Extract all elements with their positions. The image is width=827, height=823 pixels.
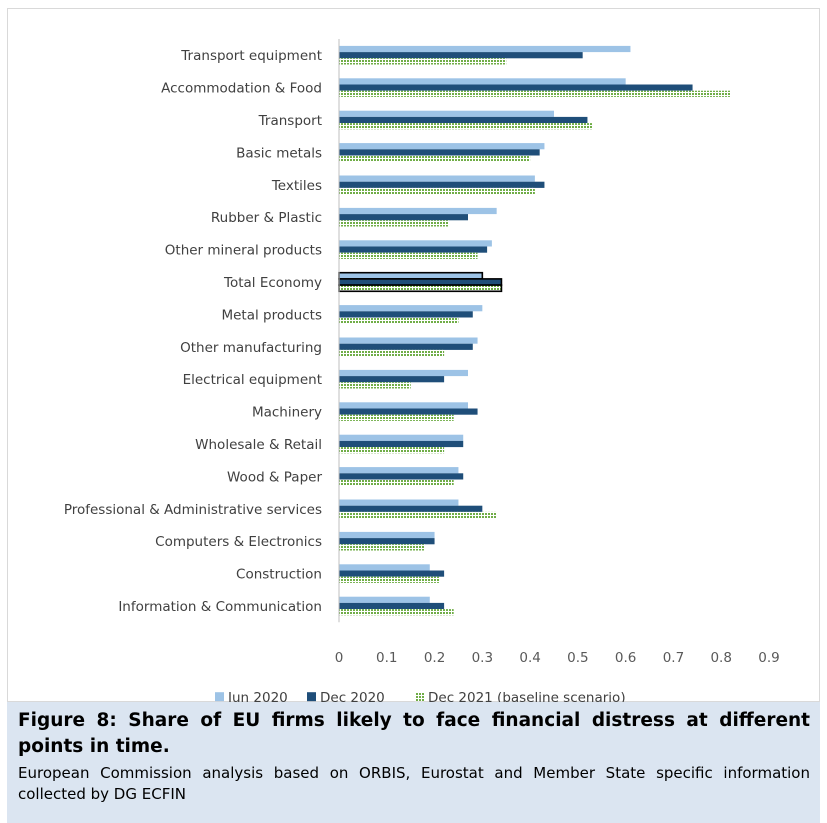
bar-computers-and-electronics-dec-2021-baseline-scenario: [339, 544, 425, 551]
bar-transport-jun-2020: [339, 110, 554, 117]
bar-wholesale-and-retail-dec-2020: [339, 440, 464, 448]
category-label-professional-and-administrative-services: Professional & Administrative services: [64, 502, 322, 518]
category-label-other-mineral-products: Other mineral products: [165, 243, 322, 259]
bar-machinery-dec-2020: [339, 408, 478, 415]
bar-transport-dec-2021-baseline-scenario: [339, 123, 593, 130]
bar-information-and-communication-dec-2021-baseline-scenario: [339, 609, 454, 616]
bar-transport-equipment-jun-2020: [339, 45, 631, 53]
bar-rubber-and-plastic-dec-2020: [339, 214, 468, 221]
bar-wholesale-and-retail-jun-2020: [339, 434, 464, 441]
bar-electrical-equipment-jun-2020: [339, 369, 468, 377]
category-label-accommodation-and-food: Accommodation & Food: [161, 81, 322, 97]
bar-textiles-dec-2020: [339, 181, 545, 188]
bar-wholesale-and-retail-dec-2021-baseline-scenario: [339, 447, 445, 454]
x-tick-label: 0.5: [567, 650, 588, 666]
category-label-electrical-equipment: Electrical equipment: [183, 372, 322, 388]
bar-information-and-communication-jun-2020: [339, 596, 430, 603]
bar-construction-dec-2020: [339, 570, 445, 577]
bars-layer: [338, 45, 731, 616]
legend-label-dec-2020: Dec 2020: [320, 690, 385, 703]
x-tick-label: 0.4: [519, 650, 540, 666]
bar-total-economy-dec-2020: [338, 278, 503, 286]
bar-professional-and-administrative-services-dec-2021-baseline-scenario: [339, 511, 497, 519]
figure-caption: Figure 8: Share of EU firms likely to fa…: [7, 702, 820, 823]
bar-other-mineral-products-dec-2021-baseline-scenario: [339, 252, 478, 259]
bar-transport-equipment-dec-2021-baseline-scenario: [339, 58, 507, 65]
bar-electrical-equipment-dec-2020: [339, 376, 445, 383]
x-tick-labels: 0 0.1 0.2 0.3 0.4 0.5 0.6 0.7 0.8 0.9: [335, 650, 780, 666]
category-label-machinery: Machinery: [252, 405, 322, 421]
bar-electrical-equipment-dec-2021-baseline-scenario: [339, 382, 411, 389]
category-label-information-and-communication: Information & Communication: [118, 599, 322, 615]
bar-textiles-dec-2021-baseline-scenario: [339, 187, 535, 195]
category-label-total-economy: Total Economy: [223, 275, 322, 291]
bar-accommodation-and-food-dec-2021-baseline-scenario: [339, 90, 731, 97]
bar-basic-metals-jun-2020: [339, 143, 545, 150]
figure-source: European Commission analysis based on OR…: [18, 764, 810, 803]
category-label-basic-metals: Basic metals: [236, 145, 322, 161]
bar-transport-dec-2020: [339, 116, 588, 124]
bar-professional-and-administrative-services-jun-2020: [339, 499, 459, 506]
figure-title: Figure 8: Share of EU firms likely to fa…: [18, 710, 810, 757]
x-tick-label: 0: [335, 650, 344, 666]
bar-wood-and-paper-jun-2020: [339, 467, 459, 474]
x-tick-label: 0.3: [472, 650, 493, 666]
bar-total-economy-dec-2021-baseline-scenario: [338, 284, 503, 293]
legend: Jun 2020 Dec 2020 Dec 2021 (baseline scena…: [215, 690, 626, 703]
legend-label-dec-2021-baseline-scenario: Dec 2021 (baseline scenario): [428, 690, 626, 703]
category-label-rubber-and-plastic: Rubber & Plastic: [211, 210, 322, 226]
bar-other-manufacturing-dec-2021-baseline-scenario: [339, 349, 445, 357]
bar-other-manufacturing-jun-2020: [339, 337, 478, 344]
bar-wood-and-paper-dec-2020: [339, 473, 464, 480]
bar-other-mineral-products-jun-2020: [339, 240, 492, 247]
bar-basic-metals-dec-2021-baseline-scenario: [339, 155, 531, 162]
x-tick-label: 0.2: [424, 650, 445, 666]
bar-chart: Transport equipment Accommodation & Food T…: [64, 39, 780, 703]
bar-transport-equipment-dec-2020: [339, 52, 583, 59]
bar-construction-dec-2021-baseline-scenario: [339, 576, 440, 583]
x-tick-label: 0.6: [615, 650, 636, 666]
x-tick-label: 0.9: [758, 650, 779, 666]
category-label-other-manufacturing: Other manufacturing: [180, 340, 322, 356]
bar-other-mineral-products-dec-2020: [339, 246, 488, 253]
bar-basic-metals-dec-2020: [339, 149, 540, 156]
x-tick-label: 0.1: [376, 650, 397, 666]
bar-computers-and-electronics-jun-2020: [339, 531, 435, 539]
category-label-metal-products: Metal products: [221, 307, 322, 323]
x-tick-label: 0.8: [710, 650, 731, 666]
legend-swatch-dec-2021-baseline-scenario: [415, 692, 424, 702]
x-tick-label: 0.7: [663, 650, 684, 666]
legend-label-jun-2020: Jun 2020: [227, 690, 288, 703]
category-label-transport: Transport: [258, 113, 322, 129]
bar-professional-and-administrative-services-dec-2020: [339, 505, 483, 512]
category-label-transport-equipment: Transport equipment: [180, 48, 322, 64]
category-label-computers-and-electronics: Computers & Electronics: [155, 534, 322, 550]
bar-computers-and-electronics-dec-2020: [339, 538, 435, 545]
legend-swatch-dec-2020: [307, 692, 316, 702]
bar-metal-products-jun-2020: [339, 305, 483, 312]
category-label-wood-and-paper: Wood & Paper: [227, 469, 322, 485]
category-label-wholesale-and-retail: Wholesale & Retail: [195, 437, 322, 453]
bar-other-manufacturing-dec-2020: [339, 343, 473, 350]
bar-machinery-jun-2020: [339, 402, 468, 409]
chart-frame: Transport equipment Accommodation & Food T…: [7, 8, 820, 703]
bar-total-economy-jun-2020: [338, 271, 484, 280]
category-labels: Transport equipment Accommodation & Food T…: [64, 48, 323, 615]
bar-metal-products-dec-2021-baseline-scenario: [339, 317, 459, 324]
bar-wood-and-paper-dec-2021-baseline-scenario: [339, 479, 454, 486]
category-label-construction: Construction: [236, 567, 322, 583]
bar-metal-products-dec-2020: [339, 311, 473, 318]
bar-accommodation-and-food-dec-2020: [339, 84, 693, 91]
bar-information-and-communication-dec-2020: [339, 602, 445, 610]
bar-rubber-and-plastic-jun-2020: [339, 207, 497, 215]
bar-rubber-and-plastic-dec-2021-baseline-scenario: [339, 220, 449, 227]
category-label-textiles: Textiles: [271, 178, 322, 194]
bar-textiles-jun-2020: [339, 175, 535, 182]
legend-swatch-jun-2020: [215, 692, 224, 702]
bar-accommodation-and-food-jun-2020: [339, 78, 626, 85]
bar-machinery-dec-2021-baseline-scenario: [339, 414, 454, 421]
bar-construction-jun-2020: [339, 564, 430, 571]
